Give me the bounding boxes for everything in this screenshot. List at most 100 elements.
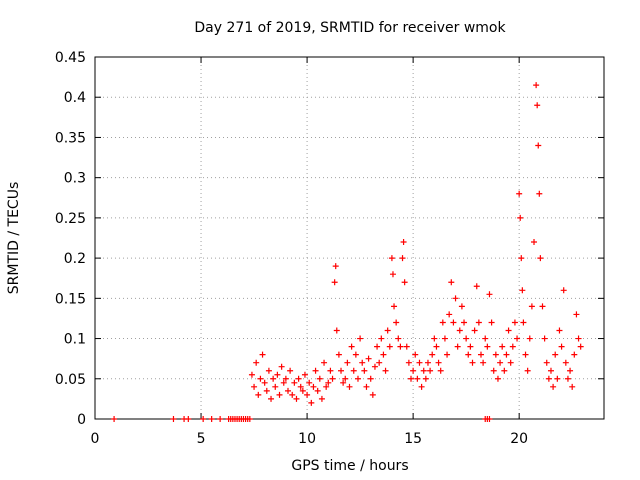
y-tick-label: 0.15 (55, 291, 86, 307)
x-tick-label: 20 (510, 431, 528, 447)
data-point (499, 343, 506, 350)
data-point (282, 375, 289, 382)
data-point (388, 255, 395, 262)
data-point (367, 375, 374, 382)
data-point (397, 343, 404, 350)
data-point (556, 327, 563, 334)
data-point (346, 383, 353, 390)
data-point (571, 351, 578, 358)
data-point (391, 303, 398, 310)
data-point (519, 287, 526, 294)
data-point (287, 367, 294, 374)
data-point (554, 375, 561, 382)
data-point (441, 335, 448, 342)
data-point (331, 279, 338, 286)
data-point (274, 371, 281, 378)
data-point (467, 343, 474, 350)
data-point (255, 391, 262, 398)
data-point (185, 416, 192, 422)
data-point (270, 375, 277, 382)
data-point (552, 351, 559, 358)
data-point (461, 319, 468, 326)
data-point (471, 327, 478, 334)
data-point (458, 303, 465, 310)
data-point (567, 367, 574, 374)
data-point (365, 355, 372, 362)
data-point (533, 82, 540, 89)
data-point (363, 383, 370, 390)
data-point (427, 367, 434, 374)
data-point (403, 343, 410, 350)
data-point (448, 279, 455, 286)
data-point (312, 367, 319, 374)
data-point (306, 379, 313, 386)
y-tick-label: 0 (77, 412, 86, 428)
data-point (272, 383, 279, 390)
x-tick-label: 0 (91, 431, 100, 447)
data-point (473, 283, 480, 290)
data-point (494, 375, 501, 382)
y-tick-label: 0.25 (55, 211, 86, 227)
data-point (560, 287, 567, 294)
data-point (342, 375, 349, 382)
data-point (450, 319, 457, 326)
data-point (335, 351, 342, 358)
data-point (265, 367, 272, 374)
data-point (558, 343, 565, 350)
data-point (539, 303, 546, 310)
data-point (514, 335, 521, 342)
data-point (490, 367, 497, 374)
data-point (503, 351, 510, 358)
data-point (414, 375, 421, 382)
data-point (297, 383, 304, 390)
x-axis-label: GPS time / hours (291, 458, 408, 474)
data-point (395, 335, 402, 342)
y-tick-label: 0.45 (55, 50, 86, 66)
data-point (444, 351, 451, 358)
data-point (310, 383, 317, 390)
data-point (295, 375, 302, 382)
data-point (301, 371, 308, 378)
data-point (509, 343, 516, 350)
data-point (327, 367, 334, 374)
data-point (111, 416, 118, 422)
data-point (393, 319, 400, 326)
data-point (348, 343, 355, 350)
data-point (248, 371, 255, 378)
data-point (352, 351, 359, 358)
data-point (541, 335, 548, 342)
data-point (329, 375, 336, 382)
data-point (321, 359, 328, 366)
data-point (562, 359, 569, 366)
data-point (418, 383, 425, 390)
data-point (482, 335, 489, 342)
data-point (547, 367, 554, 374)
data-point (410, 367, 417, 374)
data-point (401, 279, 408, 286)
data-point (501, 367, 508, 374)
data-point (386, 343, 393, 350)
data-point (299, 387, 306, 394)
ticks: 0 0.05 0.1 0.15 0.2 0.25 0.3 0.35 0.4 0.45 0 5 10 15 2… (55, 50, 604, 447)
data-point (420, 367, 427, 374)
data-point (289, 391, 296, 398)
data-point (437, 367, 444, 374)
data-point (217, 416, 224, 422)
data-point (497, 359, 504, 366)
data-point (369, 391, 376, 398)
grid (95, 57, 604, 419)
data-point (399, 255, 406, 262)
data-point (323, 383, 330, 390)
data-point (280, 379, 287, 386)
data-point (416, 359, 423, 366)
data-point (412, 351, 419, 358)
data-point (505, 327, 512, 334)
data-point (454, 343, 461, 350)
data-point (526, 335, 533, 342)
data-point (263, 387, 270, 394)
data-point (357, 335, 364, 342)
data-point (433, 343, 440, 350)
data-point (429, 351, 436, 358)
data-point (511, 319, 518, 326)
data-point (524, 367, 531, 374)
